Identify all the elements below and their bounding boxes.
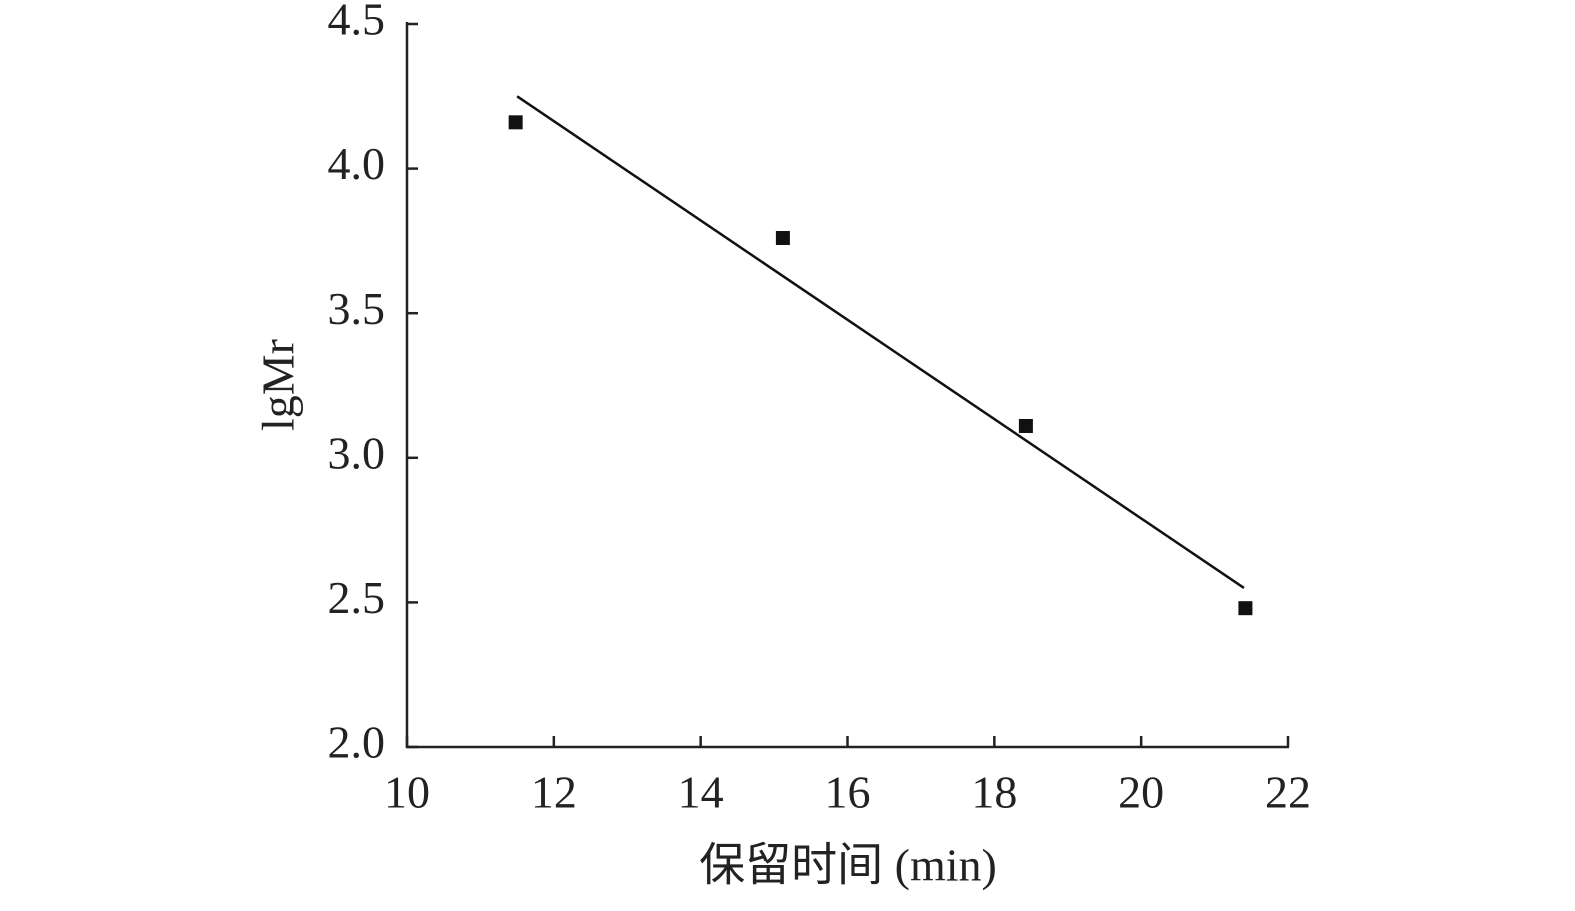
x-tick-label: 16	[825, 767, 871, 818]
point	[1238, 601, 1253, 616]
y-tick-label: 4.5	[328, 0, 386, 45]
y-tick-label: 3.0	[328, 427, 386, 478]
x-tick-label: 12	[531, 767, 577, 818]
x-tick-label: 10	[384, 767, 430, 818]
y-tick-label: 4.0	[328, 138, 386, 189]
fit-line	[516, 95, 1245, 589]
x-tick-label: 18	[971, 767, 1017, 818]
y-tick-label: 2.0	[328, 717, 386, 768]
x-tick-label: 22	[1265, 767, 1311, 818]
y-axis-label: lgMr	[253, 339, 304, 431]
point	[775, 231, 790, 246]
point	[1018, 418, 1033, 433]
x-tick-label: 20	[1118, 767, 1164, 818]
point	[508, 115, 523, 130]
y-tick-label: 2.5	[328, 572, 386, 623]
x-axis-label: 保留时间 (min)	[699, 840, 997, 891]
x-tick-label: 14	[678, 767, 724, 818]
y-tick-label: 3.5	[328, 283, 386, 334]
